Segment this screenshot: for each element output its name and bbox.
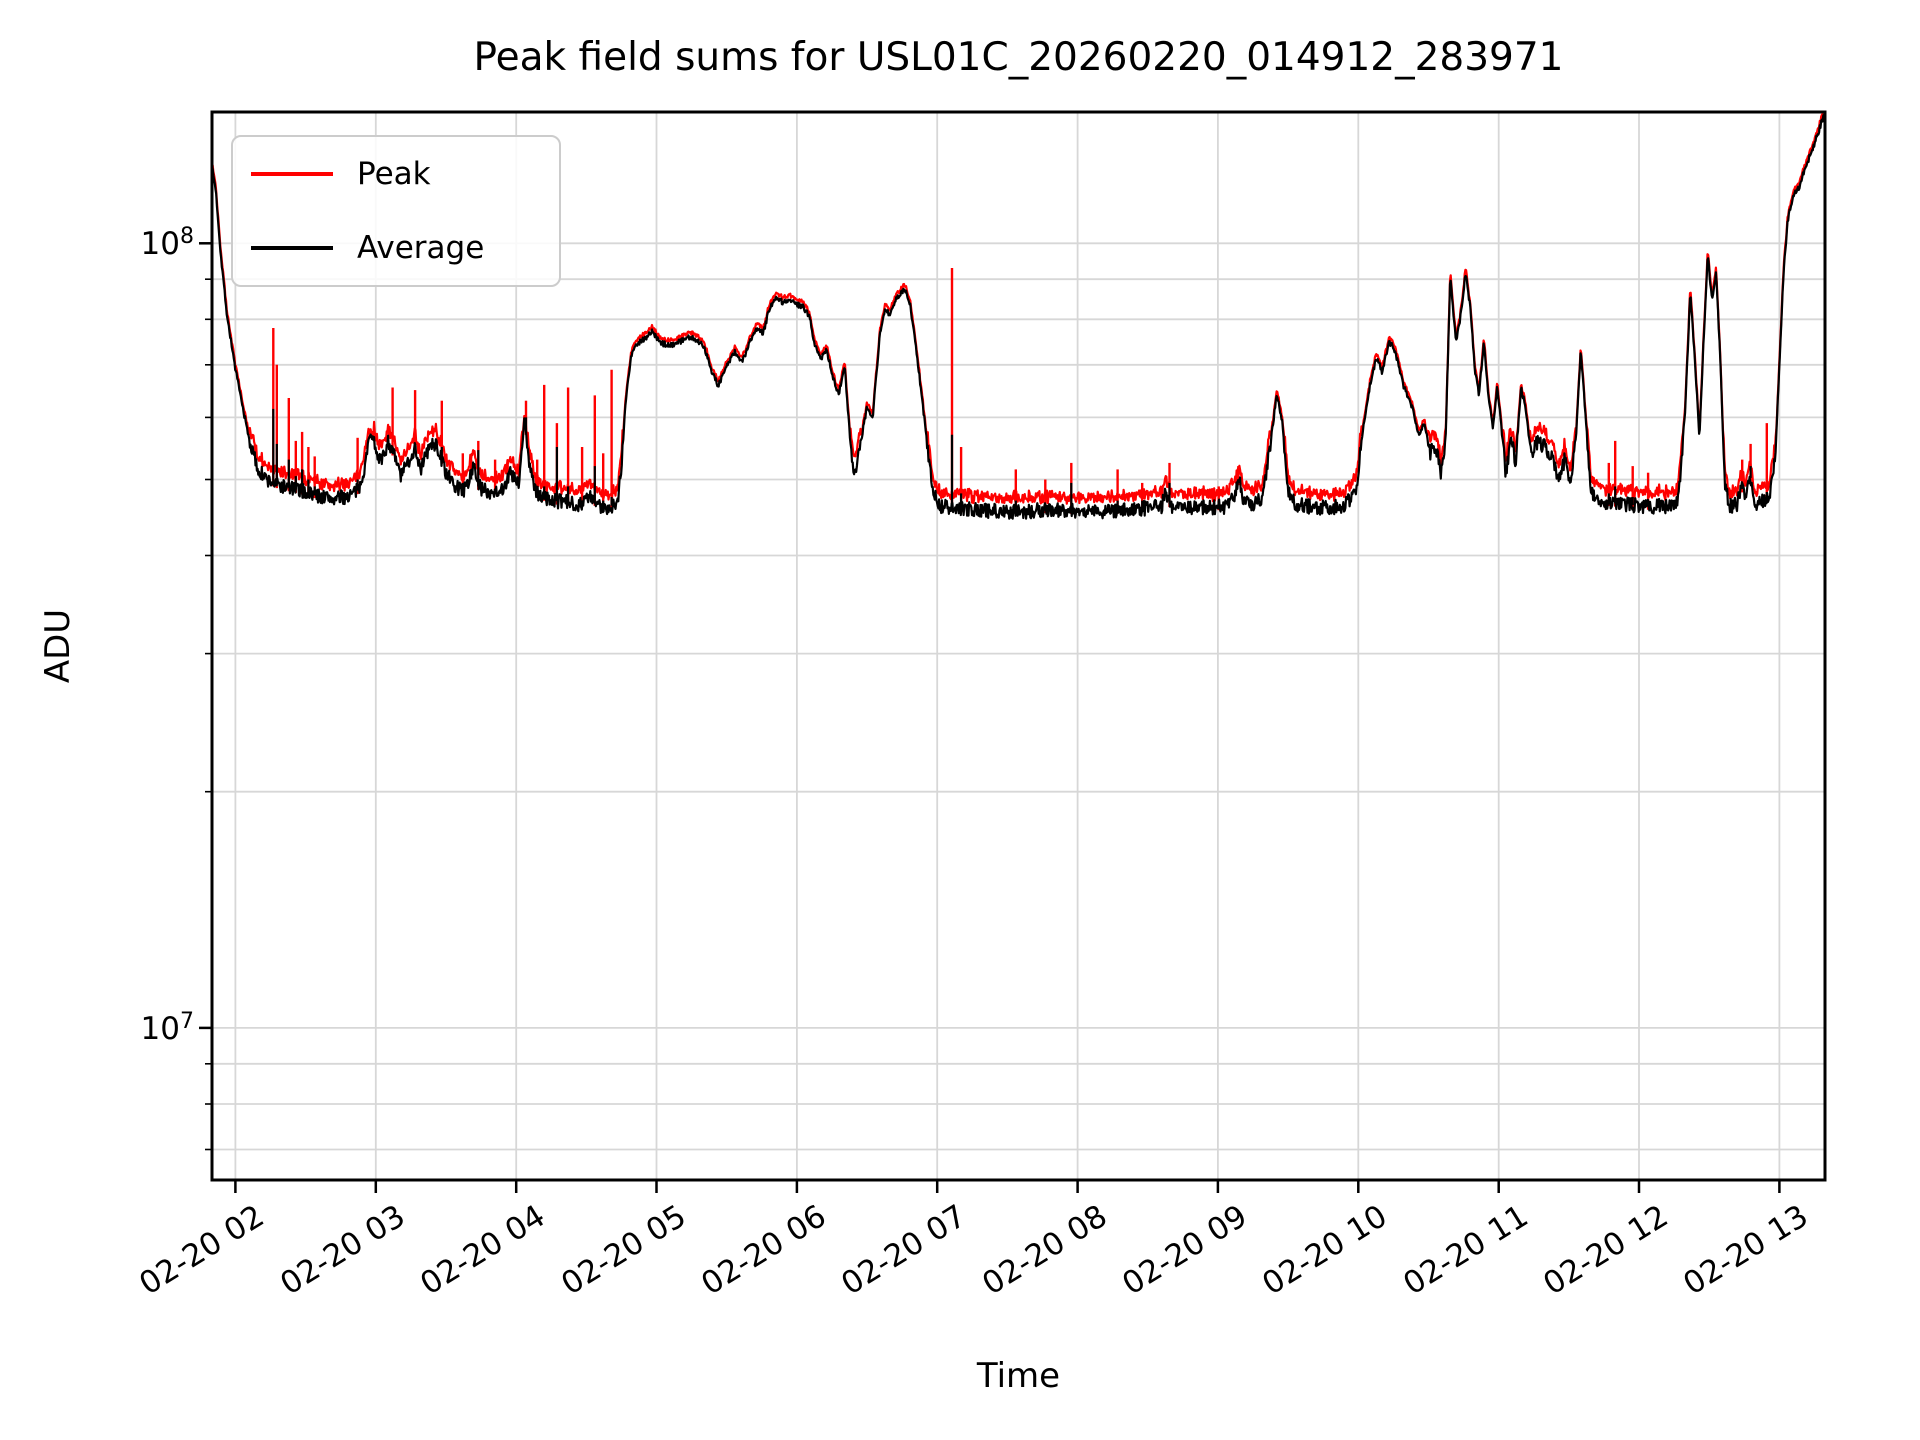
- axes-spines: [210, 110, 1827, 1182]
- legend-label-peak: Peak: [357, 156, 431, 192]
- peak-line-swatch: [251, 172, 333, 176]
- legend-label-average: Average: [357, 230, 485, 266]
- average-spikes: [272, 408, 1768, 512]
- average-line: [212, 114, 1825, 520]
- legend-item-peak: Peak: [233, 137, 559, 211]
- y-axis-label: ADU: [38, 608, 78, 684]
- series-group: [212, 112, 1825, 520]
- average-line-swatch: [251, 246, 333, 250]
- x-axis-label: Time: [976, 1356, 1061, 1396]
- legend: Peak Average: [231, 135, 561, 287]
- y-tick-label: 107: [140, 1008, 194, 1048]
- chart-title: Peak field sums for USL01C_20260220_0149…: [473, 35, 1564, 80]
- gridlines: [212, 112, 1825, 1180]
- tick-marks: [199, 242, 1781, 1193]
- peak-line: [212, 112, 1825, 505]
- legend-item-average: Average: [233, 211, 559, 285]
- y-tick-label: 108: [140, 223, 194, 263]
